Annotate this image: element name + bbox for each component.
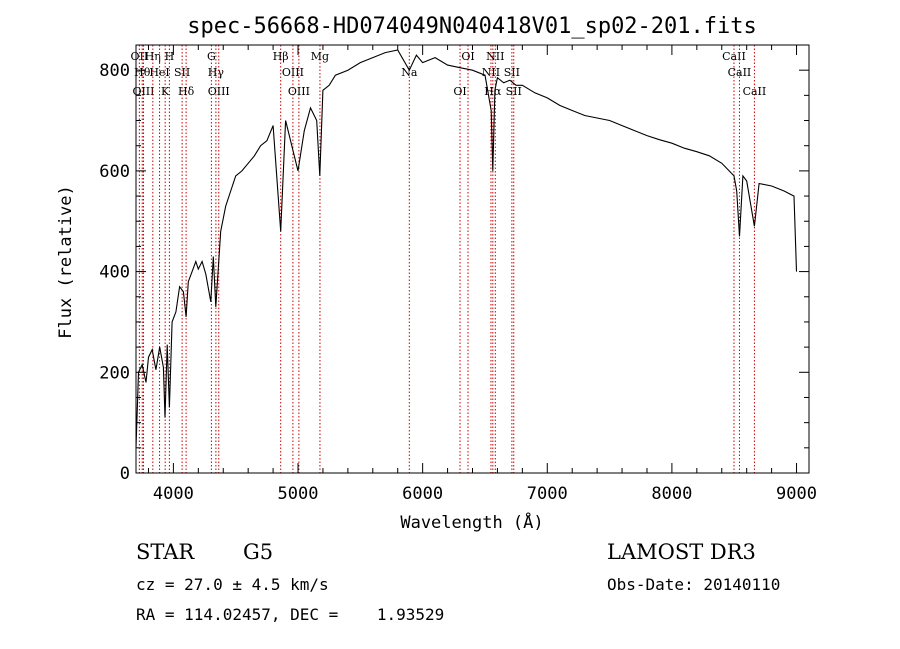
line-marker-label: CaII xyxy=(728,66,752,79)
line-marker-label: Na xyxy=(401,66,418,79)
survey-name: LAMOST DR3 xyxy=(607,540,756,564)
x-tick-label: 8000 xyxy=(651,484,692,504)
y-tick-label: 0 xyxy=(120,464,130,484)
observation-date: Obs-Date: 20140110 xyxy=(607,575,781,594)
line-marker-label: K xyxy=(161,85,170,98)
line-marker-label: SII xyxy=(174,66,190,79)
line-marker-label: NII xyxy=(482,66,500,79)
line-marker-label: Hβ xyxy=(273,50,289,63)
x-tick-label: 9000 xyxy=(776,484,817,504)
line-marker-label: OI xyxy=(453,85,466,98)
plot-frame xyxy=(135,44,810,474)
line-marker-label: Hγ xyxy=(208,66,225,79)
line-marker-label: HeI xyxy=(149,66,169,79)
y-axis: 0 200 400 600 800 xyxy=(99,61,809,484)
y-tick-label: 800 xyxy=(99,61,130,81)
chart-title: spec-56668-HD074049N040418V01_sp02-201.f… xyxy=(187,14,757,39)
x-axis-label: Wavelength (Å) xyxy=(400,511,543,533)
line-marker-label: Hδ xyxy=(178,85,195,98)
line-marker-label: SII xyxy=(506,85,522,98)
object-class: STAR xyxy=(136,540,195,564)
line-marker-label: Mg xyxy=(311,50,329,63)
line-marker-label: OI xyxy=(461,50,474,63)
line-marker-label: OIII xyxy=(208,85,230,98)
line-marker-label: NII xyxy=(486,50,504,63)
redshift-cz: cz = 27.0 ± 4.5 km/s xyxy=(136,575,329,594)
y-axis-label: Flux (relative) xyxy=(56,185,76,339)
line-marker-label: Hη xyxy=(145,50,161,63)
line-marker-label: CaII xyxy=(743,85,767,98)
line-marker-label: SII xyxy=(504,66,520,79)
line-marker-label: H xyxy=(165,50,175,63)
x-tick-label: 4000 xyxy=(153,484,194,504)
subclass: G5 xyxy=(243,540,274,564)
y-tick-label: 600 xyxy=(99,162,130,182)
spectrum-line xyxy=(135,49,798,448)
x-tick-label: 5000 xyxy=(278,484,319,504)
line-marker-label: OIII xyxy=(282,66,304,79)
x-tick-label: 6000 xyxy=(402,484,443,504)
line-marker-label: G xyxy=(207,50,216,63)
line-marker-label: CaII xyxy=(722,50,746,63)
y-tick-label: 400 xyxy=(99,263,130,283)
x-tick-label: 7000 xyxy=(527,484,568,504)
line-marker-label: OIII xyxy=(288,85,310,98)
x-axis: 4000 5000 6000 7000 8000 9000 xyxy=(147,45,817,504)
y-tick-label: 200 xyxy=(99,363,130,383)
line-marker-label: OIII xyxy=(132,85,154,98)
line-marker-label: Hθ xyxy=(134,66,151,79)
line-markers: OIIHθOIIIHηHeIKHSIIHδGHγOIIIHβOIIIOIIIMg… xyxy=(131,45,767,473)
coordinates: RA = 114.02457, DEC = 1.93529 xyxy=(136,605,445,624)
